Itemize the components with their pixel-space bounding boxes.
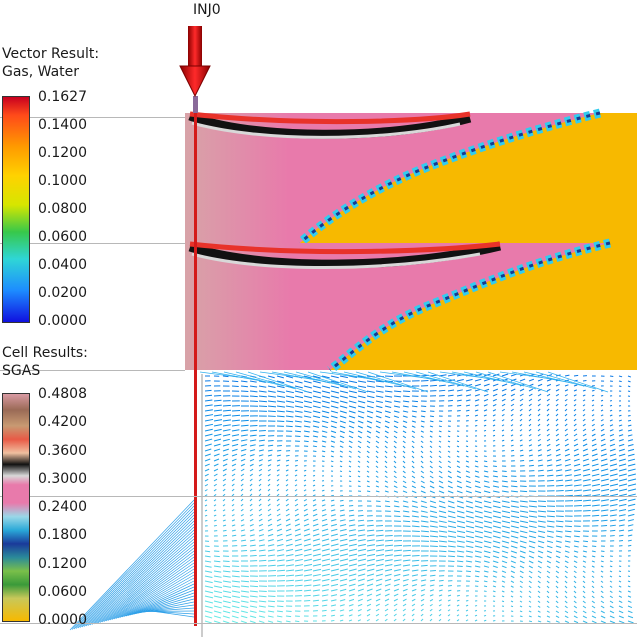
well-path[interactable]	[193, 96, 198, 626]
cell-legend-tick-label: 0.0600	[38, 583, 87, 600]
injector-arrow-icon	[179, 26, 211, 98]
grid-line	[0, 496, 637, 497]
vector-legend-subtitle: Gas, Water	[2, 64, 80, 80]
cell-legend-tick-label: 0.4808	[38, 386, 87, 402]
cell-legend-title: Cell Results:	[2, 345, 88, 361]
vector-legend-tick-label: 0.0600	[38, 229, 87, 245]
well-label: INJ0	[193, 2, 221, 18]
reservoir-grid	[185, 108, 637, 374]
cell-legend-tick-label: 0.1200	[38, 555, 87, 572]
grid-line	[0, 243, 185, 244]
vector-colorbar	[2, 96, 30, 323]
cell-legend-tick-label: 0.1800	[38, 527, 87, 544]
vector-legend-tick-label: 0.0800	[38, 201, 87, 217]
vector-legend-tick-label: 0.1627	[38, 89, 87, 105]
cell-legend-tick-label: 0.3600	[38, 442, 87, 459]
grid-line	[0, 370, 185, 371]
vector-legend-tick-label: 0.1000	[38, 173, 87, 189]
cell-legend-tick-label: 0.0000	[38, 612, 87, 628]
velocity-vector-field	[69, 371, 637, 631]
cell-legend-tick-label: 0.2400	[38, 499, 87, 515]
vector-legend-tick-label: 0.0000	[38, 313, 87, 329]
cell-legend-subtitle: SGAS	[2, 363, 41, 379]
cell-colorbar	[2, 393, 30, 622]
vector-legend-tick-label: 0.0400	[38, 257, 87, 273]
grid-line	[0, 117, 185, 118]
vector-legend-tick-label: 0.1400	[38, 117, 87, 133]
cell-legend-tick-label: 0.4200	[38, 414, 87, 431]
grid-line	[0, 623, 637, 624]
vector-legend-tick-label: 0.1200	[38, 145, 87, 161]
vector-legend-title: Vector Result:	[2, 46, 100, 62]
vector-legend-tick-label: 0.0200	[38, 285, 87, 301]
cell-legend-tick-label: 0.3000	[38, 470, 87, 487]
